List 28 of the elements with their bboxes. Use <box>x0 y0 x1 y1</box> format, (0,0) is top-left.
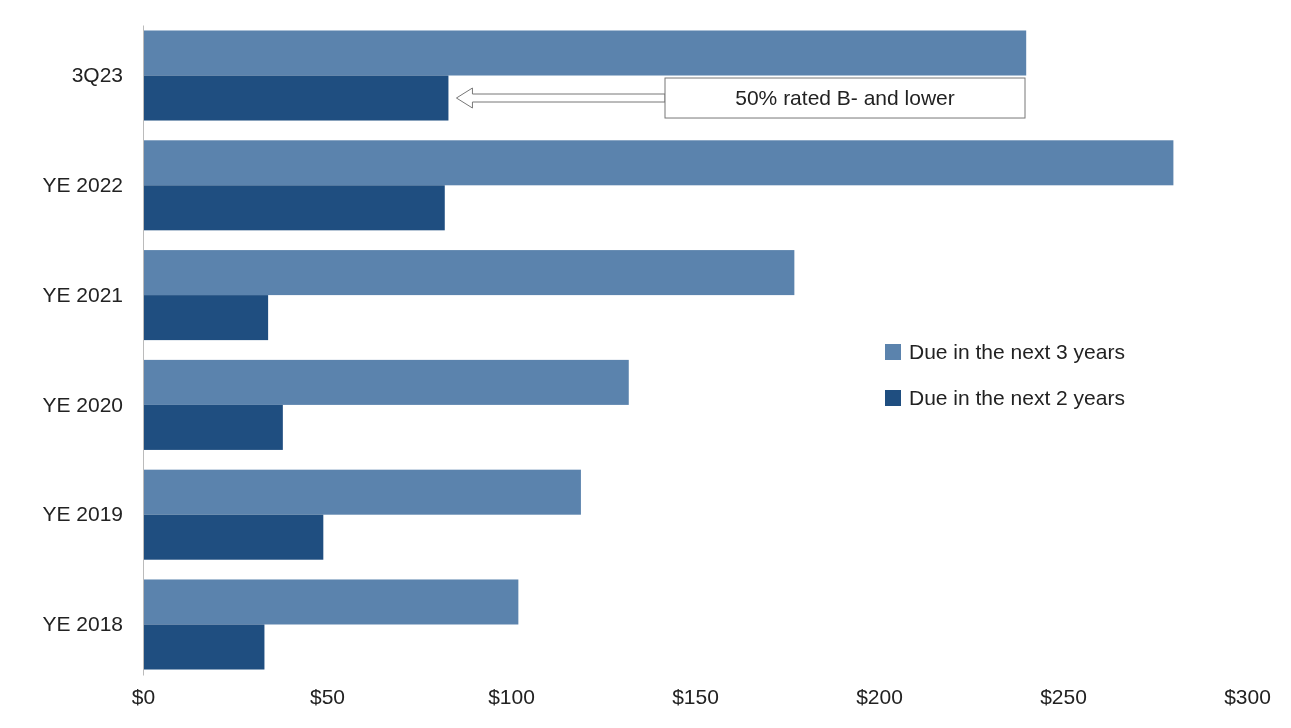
annotation: 50% rated B- and lower <box>735 86 955 110</box>
x-tick-label: $150 <box>672 684 719 708</box>
x-tick-label: $300 <box>1224 684 1271 708</box>
bar <box>143 30 1027 76</box>
bar <box>143 624 265 670</box>
y-tick-label: YE 2018 <box>42 612 123 636</box>
bar <box>143 514 324 560</box>
bar <box>143 185 445 231</box>
y-tick-label: YE 2020 <box>42 392 123 416</box>
x-tick-label: $250 <box>1040 684 1087 708</box>
bar <box>143 140 1174 186</box>
bar <box>143 359 629 405</box>
x-tick-label: $0 <box>131 684 156 708</box>
x-tick-label: $50 <box>309 684 346 708</box>
legend-label: Due in the next 3 years <box>909 340 1125 363</box>
bar <box>143 295 269 341</box>
legend-label: Due in the next 2 years <box>909 386 1125 409</box>
y-tick-label: 3Q23 <box>71 63 123 87</box>
y-tick-label: YE 2019 <box>42 502 123 526</box>
bar <box>143 250 795 296</box>
y-tick-label: YE 2022 <box>42 173 123 197</box>
y-tick-label: YE 2021 <box>42 282 123 306</box>
bar <box>143 469 581 515</box>
x-tick-label: $100 <box>488 684 535 708</box>
x-tick-label: $200 <box>856 684 903 708</box>
bar <box>143 75 449 121</box>
bar <box>143 404 283 450</box>
bar <box>143 579 519 625</box>
